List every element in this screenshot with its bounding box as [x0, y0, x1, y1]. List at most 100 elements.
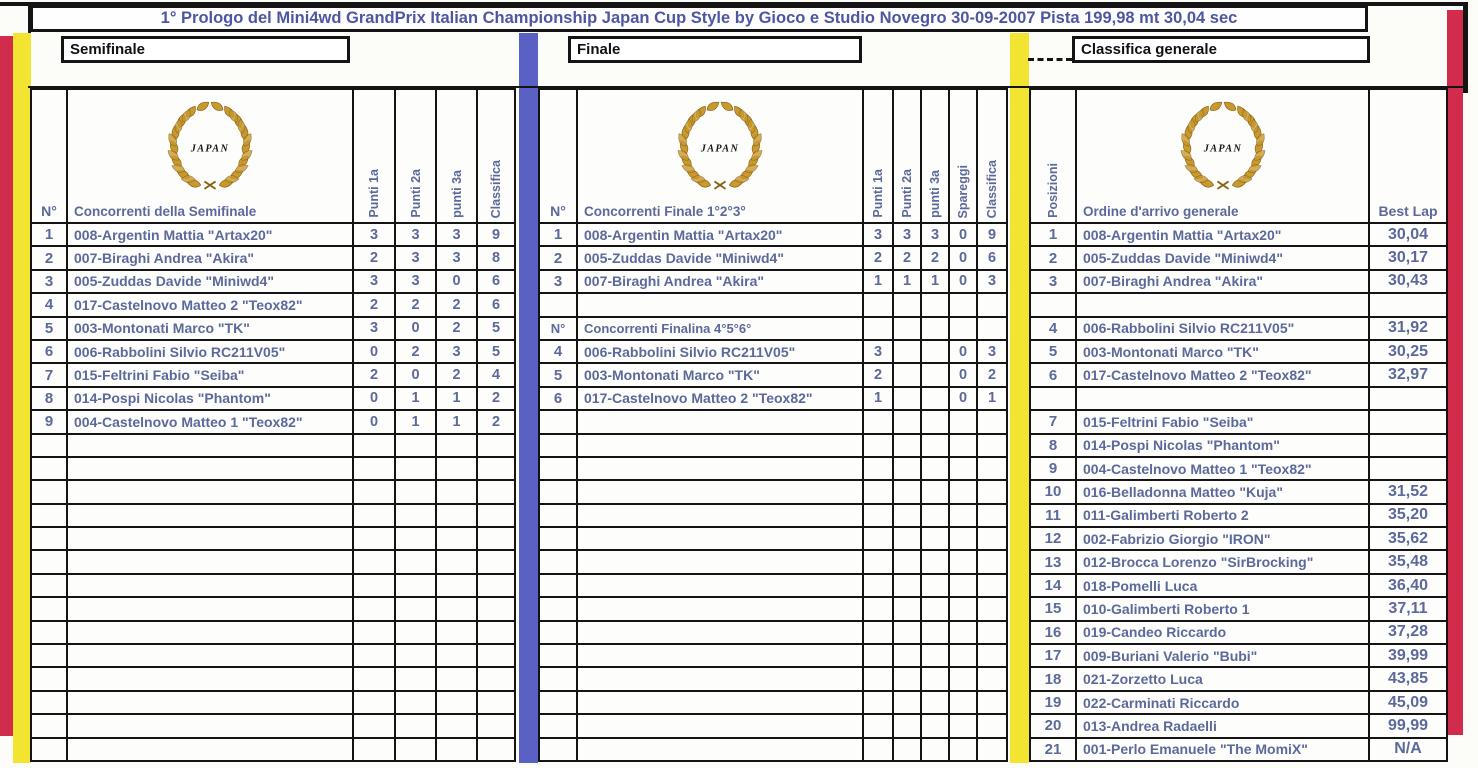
cell-cl [976, 738, 1006, 760]
cell-cl [976, 317, 1006, 339]
cell-p1: 2 [352, 247, 394, 269]
cell-sp [948, 598, 976, 620]
cell-name [576, 738, 862, 760]
table-row: 6 017-Castelnovo Matteo 2 "Teox82" 1 0 1 [540, 385, 1006, 410]
cell-p3 [435, 738, 476, 760]
cell-p2 [892, 715, 920, 737]
cell-sp: 0 [948, 224, 976, 246]
cell-num [540, 715, 576, 736]
cell-p1: 3 [862, 340, 892, 363]
cell-name [66, 457, 352, 480]
cell-pos: 9 [1048, 460, 1058, 478]
cell-p1 [352, 434, 394, 456]
cell-cl: 4 [476, 364, 514, 386]
cell-p3 [435, 715, 476, 737]
cell-name: 005-Zuddas Davide "Miniwd4" [66, 270, 352, 293]
cell-name [66, 574, 352, 597]
table-row: 11 011-Galimberti Roberto 2 35,20 [1031, 502, 1446, 527]
cell-p3: 3 [435, 247, 476, 269]
cell-name [576, 621, 862, 644]
cell-pos: 1 [1048, 226, 1058, 244]
cell-pos: 11 [1045, 506, 1061, 524]
table-row: 4 006-Rabbolini Silvio RC211V05" 31,92 [1031, 315, 1446, 339]
cell-cl [476, 481, 514, 503]
cell-p1 [862, 645, 892, 667]
cell-p2 [892, 340, 920, 363]
cell-p3 [920, 457, 948, 480]
column-header-punti-1a: Punti 1a [352, 90, 394, 222]
table-row: 13 012-Brocca Lorenzo "SirBrocking" 35,48 [1031, 549, 1446, 573]
japan-wreath-logo: JAPAN [1164, 96, 1282, 190]
cell-name: 006-Rabbolini Silvio RC211V05" [66, 340, 352, 363]
table-row [32, 689, 514, 714]
cell-name [66, 504, 352, 527]
cell-p3 [920, 364, 948, 386]
cell-p2 [394, 645, 435, 667]
cell-sp [948, 551, 976, 573]
cell-p1: 3 [352, 317, 394, 339]
cell-num [32, 458, 66, 479]
table-row: 7 015-Feltrini Fabio "Seiba" [1031, 409, 1446, 433]
cell-p2 [892, 434, 920, 456]
cell-num [32, 505, 66, 526]
cell-p1: 0 [352, 387, 394, 410]
table-row [1031, 385, 1446, 410]
cell-p3: 0 [435, 270, 476, 293]
cell-sp [948, 621, 976, 644]
cell-cl [976, 434, 1006, 456]
cell-p2: 1 [394, 387, 435, 410]
table-row: 5 003-Montonati Marco "TK" 30,25 [1031, 338, 1446, 363]
cell-name [66, 668, 352, 690]
column-header-punti-3a: punti 3a [920, 90, 948, 222]
cell-pos: 3 [1048, 272, 1058, 290]
table-row [540, 455, 1006, 480]
cell-p2 [892, 621, 920, 644]
cell-p1 [862, 528, 892, 550]
cell-p1 [862, 411, 892, 433]
cell-cl: 3 [976, 270, 1006, 293]
cell-sp [948, 691, 976, 714]
cell-best: 37,11 [1368, 598, 1446, 620]
cell-cl [476, 738, 514, 760]
cell-name: 004-Castelnovo Matteo 1 "Teox82" [66, 411, 352, 433]
wreath-logo-slot: JAPAN [1164, 96, 1282, 200]
cell-p3 [435, 504, 476, 527]
cell-name: 007-Biraghi Andrea "Akira" [66, 247, 352, 269]
cell-name: 006-Rabbolini Silvio RC211V05" [576, 340, 862, 363]
top-border-line [0, 2, 1468, 6]
cell-p1: 3 [352, 270, 394, 293]
cell-name: 017-Castelnovo Matteo 2 "Teox82" [66, 294, 352, 316]
table-row [540, 549, 1006, 573]
cell-name [66, 598, 352, 620]
cell-p3 [920, 411, 948, 433]
cell-sp [948, 411, 976, 433]
table-row: 2 005-Zuddas Davide "Miniwd4" 30,17 [1031, 245, 1446, 269]
finale-header: N° JA [540, 90, 1006, 224]
column-header-best-lap: Best Lap [1368, 90, 1446, 222]
cell-cl [476, 645, 514, 667]
cell-num: 2 [553, 249, 563, 267]
cell-num: N° [550, 320, 566, 336]
table-row: 10 016-Belladonna Matteo "Kuja" 31,52 [1031, 479, 1446, 503]
table-row: 9 004-Castelnovo Matteo 1 "Teox82" [1031, 455, 1446, 480]
cell-name: Concorrenti Finalina 4°5°6° [576, 317, 862, 339]
cell-name: 004-Castelnovo Matteo 1 "Teox82" [1075, 457, 1368, 480]
cell-pos: 5 [1048, 343, 1058, 361]
cell-name: 003-Montonati Marco "TK" [576, 364, 862, 386]
cell-p3 [920, 504, 948, 527]
cell-p1: 2 [352, 294, 394, 316]
cell-num [540, 668, 576, 689]
classifica-table: Posizioni [1029, 88, 1448, 762]
cell-cl [976, 668, 1006, 690]
cell-name [66, 481, 352, 503]
cell-best [1368, 457, 1446, 480]
finale-rows: 1 008-Argentin Mattia "Artax20" 3 3 3 0 9 2 005-… [540, 224, 1006, 760]
wreath-logo-slot: JAPAN [661, 96, 779, 200]
table-row: 2 007-Biraghi Andrea "Akira" 2 3 3 8 [32, 245, 514, 269]
table-row: 8 014-Pospi Nicolas "Phantom" 0 1 1 2 [32, 385, 514, 410]
cell-cl [476, 691, 514, 714]
table-row: 6 017-Castelnovo Matteo 2 "Teox82" 32,97 [1031, 362, 1446, 386]
cell-sp: 0 [948, 387, 976, 410]
table-row [540, 666, 1006, 690]
cell-p1: 1 [862, 387, 892, 410]
